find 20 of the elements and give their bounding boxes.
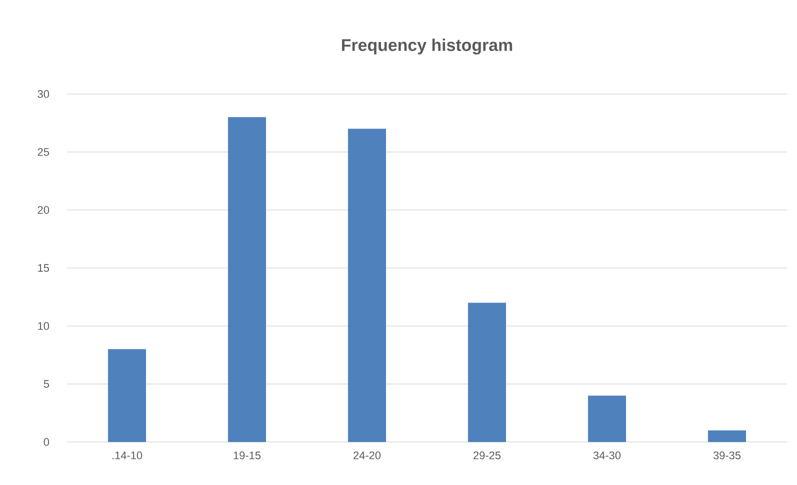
x-tick-label: 19-15 <box>234 452 261 460</box>
bar <box>108 349 146 442</box>
bar <box>348 128 386 442</box>
x-tick-label: 24-20 <box>354 452 381 460</box>
x-tick-label: 34-30 <box>593 452 621 460</box>
y-tick-label: 25 <box>38 148 50 156</box>
bar <box>468 302 506 442</box>
x-tick-label: 29-25 <box>474 452 501 460</box>
y-tick-label: 0 <box>44 438 50 446</box>
y-tick-label: 15 <box>38 264 50 272</box>
chart-title: Frequency histogram <box>342 38 512 54</box>
x-tick-label: 39-35 <box>713 452 741 460</box>
x-tick-label: .14-10 <box>112 452 142 460</box>
bar <box>588 396 626 442</box>
bar <box>708 430 746 442</box>
bar <box>228 117 266 442</box>
y-tick-label: 20 <box>38 206 50 214</box>
y-tick-label: 30 <box>38 90 50 98</box>
y-tick-label: 10 <box>38 322 50 330</box>
y-tick-label: 5 <box>44 380 50 388</box>
